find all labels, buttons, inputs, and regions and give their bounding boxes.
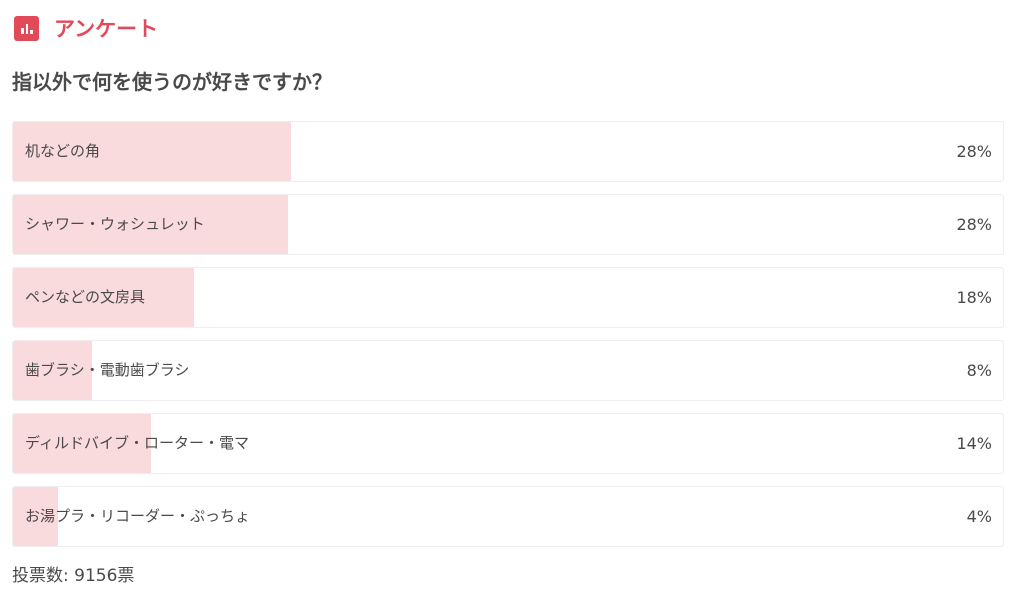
- option-percent: 14%: [956, 434, 992, 453]
- poll-option[interactable]: ペンなどの文房具 18%: [12, 267, 1004, 328]
- option-result-bar: [13, 122, 292, 181]
- option-label: 歯ブラシ・電動歯ブラシ: [25, 361, 190, 379]
- option-label: 机などの角: [25, 142, 101, 160]
- option-result-bar: [13, 268, 195, 327]
- option-result-bar: [13, 195, 289, 254]
- option-percent: 28%: [956, 142, 992, 161]
- option-label: ディルドバイブ・ローター・電マ: [25, 434, 249, 452]
- option-label: お湯プラ・リコーダー・ぷっちょ: [25, 507, 251, 525]
- option-label: シャワー・ウォシュレット: [25, 215, 205, 233]
- poll-option[interactable]: お湯プラ・リコーダー・ぷっちょ 4%: [12, 486, 1004, 547]
- option-percent: 4%: [966, 507, 992, 526]
- bar-chart-icon: [14, 15, 39, 41]
- option-label: ペンなどの文房具: [25, 288, 146, 306]
- option-percent: 18%: [956, 288, 992, 307]
- poll-option[interactable]: 歯ブラシ・電動歯ブラシ 8%: [12, 340, 1004, 401]
- vote-count: 投票数: 9156票: [12, 566, 135, 586]
- poll-option[interactable]: ディルドバイブ・ローター・電マ 14%: [12, 413, 1004, 474]
- poll-title: アンケート: [54, 17, 159, 41]
- option-result-bar: [13, 341, 93, 400]
- poll-question: 指以外で何を使うのが好きですか？: [12, 70, 332, 94]
- option-percent: 28%: [956, 215, 992, 234]
- poll-option[interactable]: 机などの角 28%: [12, 121, 1004, 182]
- option-result-bar: [13, 414, 151, 473]
- poll-option[interactable]: シャワー・ウォシュレット 28%: [12, 194, 1004, 255]
- option-result-bar: [13, 487, 58, 546]
- option-percent: 8%: [966, 361, 992, 380]
- poll-header: アンケート: [14, 13, 158, 43]
